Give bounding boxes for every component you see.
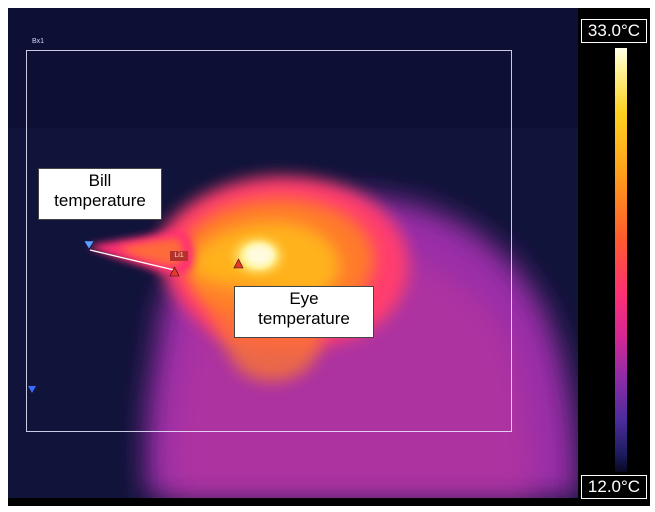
box-cold-spot-marker-icon (28, 386, 36, 393)
scale-max-label: 33.0°C (581, 19, 647, 43)
bill-callout-line1: Bill (88, 171, 112, 190)
eye-callout-line1: Eye (289, 289, 319, 308)
temperature-scale: 33.0°C 12.0°C (578, 8, 650, 506)
measurement-line (89, 249, 175, 271)
thermal-camera-frame: Bx1 Li1 Bill temperature Eye temperature… (8, 8, 650, 506)
eye-temperature-callout: Eye temperature (234, 286, 374, 338)
measurement-box-bx1[interactable] (26, 50, 512, 432)
thermal-image: Bx1 Li1 Bill temperature Eye temperature (8, 8, 578, 498)
measurement-line-label: Li1 (170, 251, 188, 261)
bill-callout-line2: temperature (54, 191, 146, 210)
scale-min-label: 12.0°C (581, 475, 647, 499)
cold-spot-marker-icon (83, 240, 95, 250)
scale-color-bar (615, 48, 627, 472)
eye-callout-line2: temperature (258, 309, 350, 328)
measurement-box-label: Bx1 (32, 38, 45, 45)
bill-temperature-callout: Bill temperature (38, 168, 162, 220)
hot-spot-marker-icon (169, 266, 180, 277)
eye-hot-spot-marker-icon (233, 258, 244, 269)
